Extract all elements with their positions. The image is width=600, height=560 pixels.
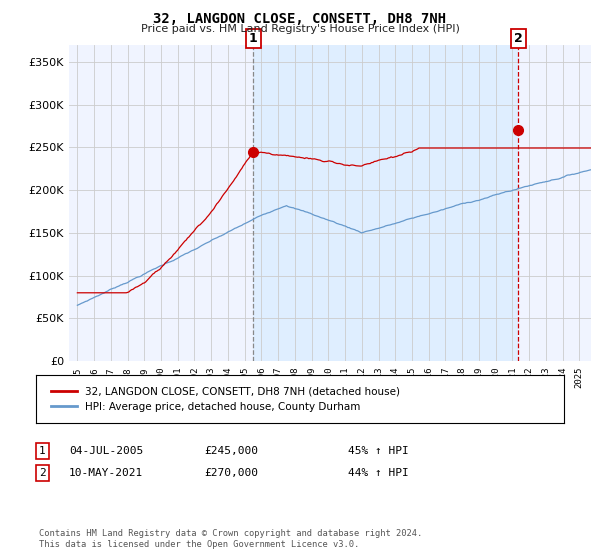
Text: Price paid vs. HM Land Registry's House Price Index (HPI): Price paid vs. HM Land Registry's House … xyxy=(140,24,460,34)
Text: 2: 2 xyxy=(39,468,46,478)
Text: Contains HM Land Registry data © Crown copyright and database right 2024.
This d: Contains HM Land Registry data © Crown c… xyxy=(39,529,422,549)
Text: 32, LANGDON CLOSE, CONSETT, DH8 7NH: 32, LANGDON CLOSE, CONSETT, DH8 7NH xyxy=(154,12,446,26)
Text: £270,000: £270,000 xyxy=(204,468,258,478)
Text: 04-JUL-2005: 04-JUL-2005 xyxy=(69,446,143,456)
Text: 2: 2 xyxy=(514,32,523,45)
Text: 44% ↑ HPI: 44% ↑ HPI xyxy=(348,468,409,478)
Text: 10-MAY-2021: 10-MAY-2021 xyxy=(69,468,143,478)
Text: 45% ↑ HPI: 45% ↑ HPI xyxy=(348,446,409,456)
Legend: 32, LANGDON CLOSE, CONSETT, DH8 7NH (detached house), HPI: Average price, detach: 32, LANGDON CLOSE, CONSETT, DH8 7NH (det… xyxy=(46,382,404,416)
Bar xyxy=(253,45,518,361)
Text: 1: 1 xyxy=(248,32,257,45)
Text: £245,000: £245,000 xyxy=(204,446,258,456)
Text: 1: 1 xyxy=(39,446,46,456)
